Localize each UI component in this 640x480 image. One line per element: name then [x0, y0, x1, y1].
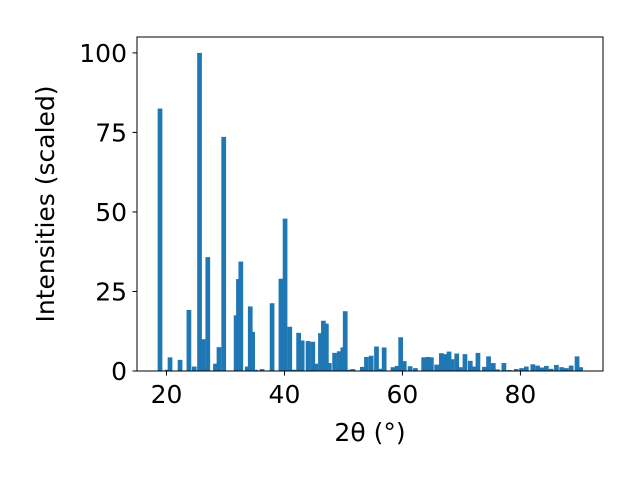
- bar: [291, 369, 297, 371]
- bar: [457, 367, 463, 371]
- bar: [269, 303, 275, 371]
- bar: [486, 356, 491, 371]
- bar: [401, 361, 407, 371]
- bar: [342, 311, 348, 371]
- bar: [568, 365, 574, 371]
- x-axis-ticks: 20 40 60 80: [151, 371, 537, 409]
- bar: [467, 360, 473, 371]
- bar: [554, 364, 559, 371]
- y-axis-label: Intensities (scaled): [31, 85, 60, 322]
- bar: [490, 363, 496, 371]
- y-tick-label: 50: [95, 198, 127, 227]
- x-tick-label: 80: [505, 380, 537, 409]
- bar: [323, 323, 329, 371]
- bar: [390, 367, 396, 371]
- bar: [296, 332, 301, 371]
- bar: [238, 261, 244, 371]
- bar: [535, 365, 540, 371]
- y-tick-label: 75: [95, 118, 127, 147]
- bar: [482, 366, 487, 371]
- bar: [513, 369, 519, 371]
- bar: [345, 369, 351, 371]
- bar: [501, 363, 507, 371]
- bar: [278, 278, 284, 371]
- bar: [253, 369, 258, 371]
- bar: [407, 366, 413, 371]
- bar: [213, 363, 218, 371]
- bar: [442, 354, 448, 371]
- bar: [368, 355, 374, 371]
- bar: [574, 356, 580, 371]
- y-tick-label: 0: [111, 357, 127, 386]
- bar: [462, 354, 468, 371]
- bar: [350, 369, 356, 371]
- bar: [197, 52, 202, 372]
- x-tick-label: 40: [269, 380, 301, 409]
- bar: [559, 367, 565, 371]
- bar: [471, 366, 477, 371]
- bar: [250, 331, 255, 371]
- bar: [164, 369, 170, 371]
- bar: [200, 339, 206, 371]
- bar: [157, 108, 163, 372]
- bar: [428, 357, 434, 371]
- bar: [282, 218, 288, 371]
- bar: [244, 366, 250, 371]
- bar: [191, 366, 197, 371]
- bar: [539, 367, 545, 371]
- bar: [177, 359, 183, 371]
- bar: [377, 368, 383, 371]
- bar: [548, 368, 554, 371]
- bar: [287, 326, 293, 371]
- bar: [310, 341, 316, 371]
- y-axis-ticks: 0 25 50 75 100: [79, 39, 137, 386]
- x-tick-label: 60: [387, 380, 419, 409]
- bar: [530, 364, 536, 371]
- bar: [305, 341, 311, 371]
- bar: [523, 366, 529, 371]
- plot-frame: [136, 36, 604, 372]
- bar: [519, 368, 524, 371]
- bar: [205, 257, 211, 371]
- bar: [259, 369, 265, 371]
- bar: [318, 333, 323, 371]
- bar: [359, 366, 365, 371]
- bar: [216, 347, 222, 371]
- bar: [495, 369, 500, 371]
- bar: [364, 357, 369, 371]
- bar: [313, 363, 319, 371]
- bar: [374, 346, 379, 371]
- bar: [421, 357, 427, 371]
- bar: [475, 352, 481, 371]
- bar: [336, 351, 342, 371]
- bar: [321, 320, 326, 371]
- bar: [186, 309, 192, 371]
- bar: [326, 363, 332, 371]
- y-tick-label: 25: [95, 277, 127, 306]
- bar: [578, 367, 583, 371]
- bar: [398, 337, 404, 371]
- bar: [544, 365, 549, 371]
- bar: [381, 347, 387, 371]
- bar: [439, 353, 444, 371]
- bar: [446, 351, 452, 371]
- bar: [332, 352, 337, 371]
- bar: [299, 340, 305, 371]
- x-tick-label: 20: [151, 380, 183, 409]
- bar: [394, 365, 400, 371]
- bar: [413, 368, 418, 371]
- bar: [449, 359, 455, 371]
- bar: [454, 353, 460, 371]
- bar: [425, 357, 431, 371]
- bar: [167, 357, 173, 371]
- bars-group: [157, 52, 583, 372]
- y-tick-label: 100: [79, 39, 127, 68]
- x-axis-label: 2θ (°): [334, 418, 405, 447]
- bar: [564, 368, 569, 371]
- bar: [221, 136, 227, 371]
- bar: [434, 364, 440, 371]
